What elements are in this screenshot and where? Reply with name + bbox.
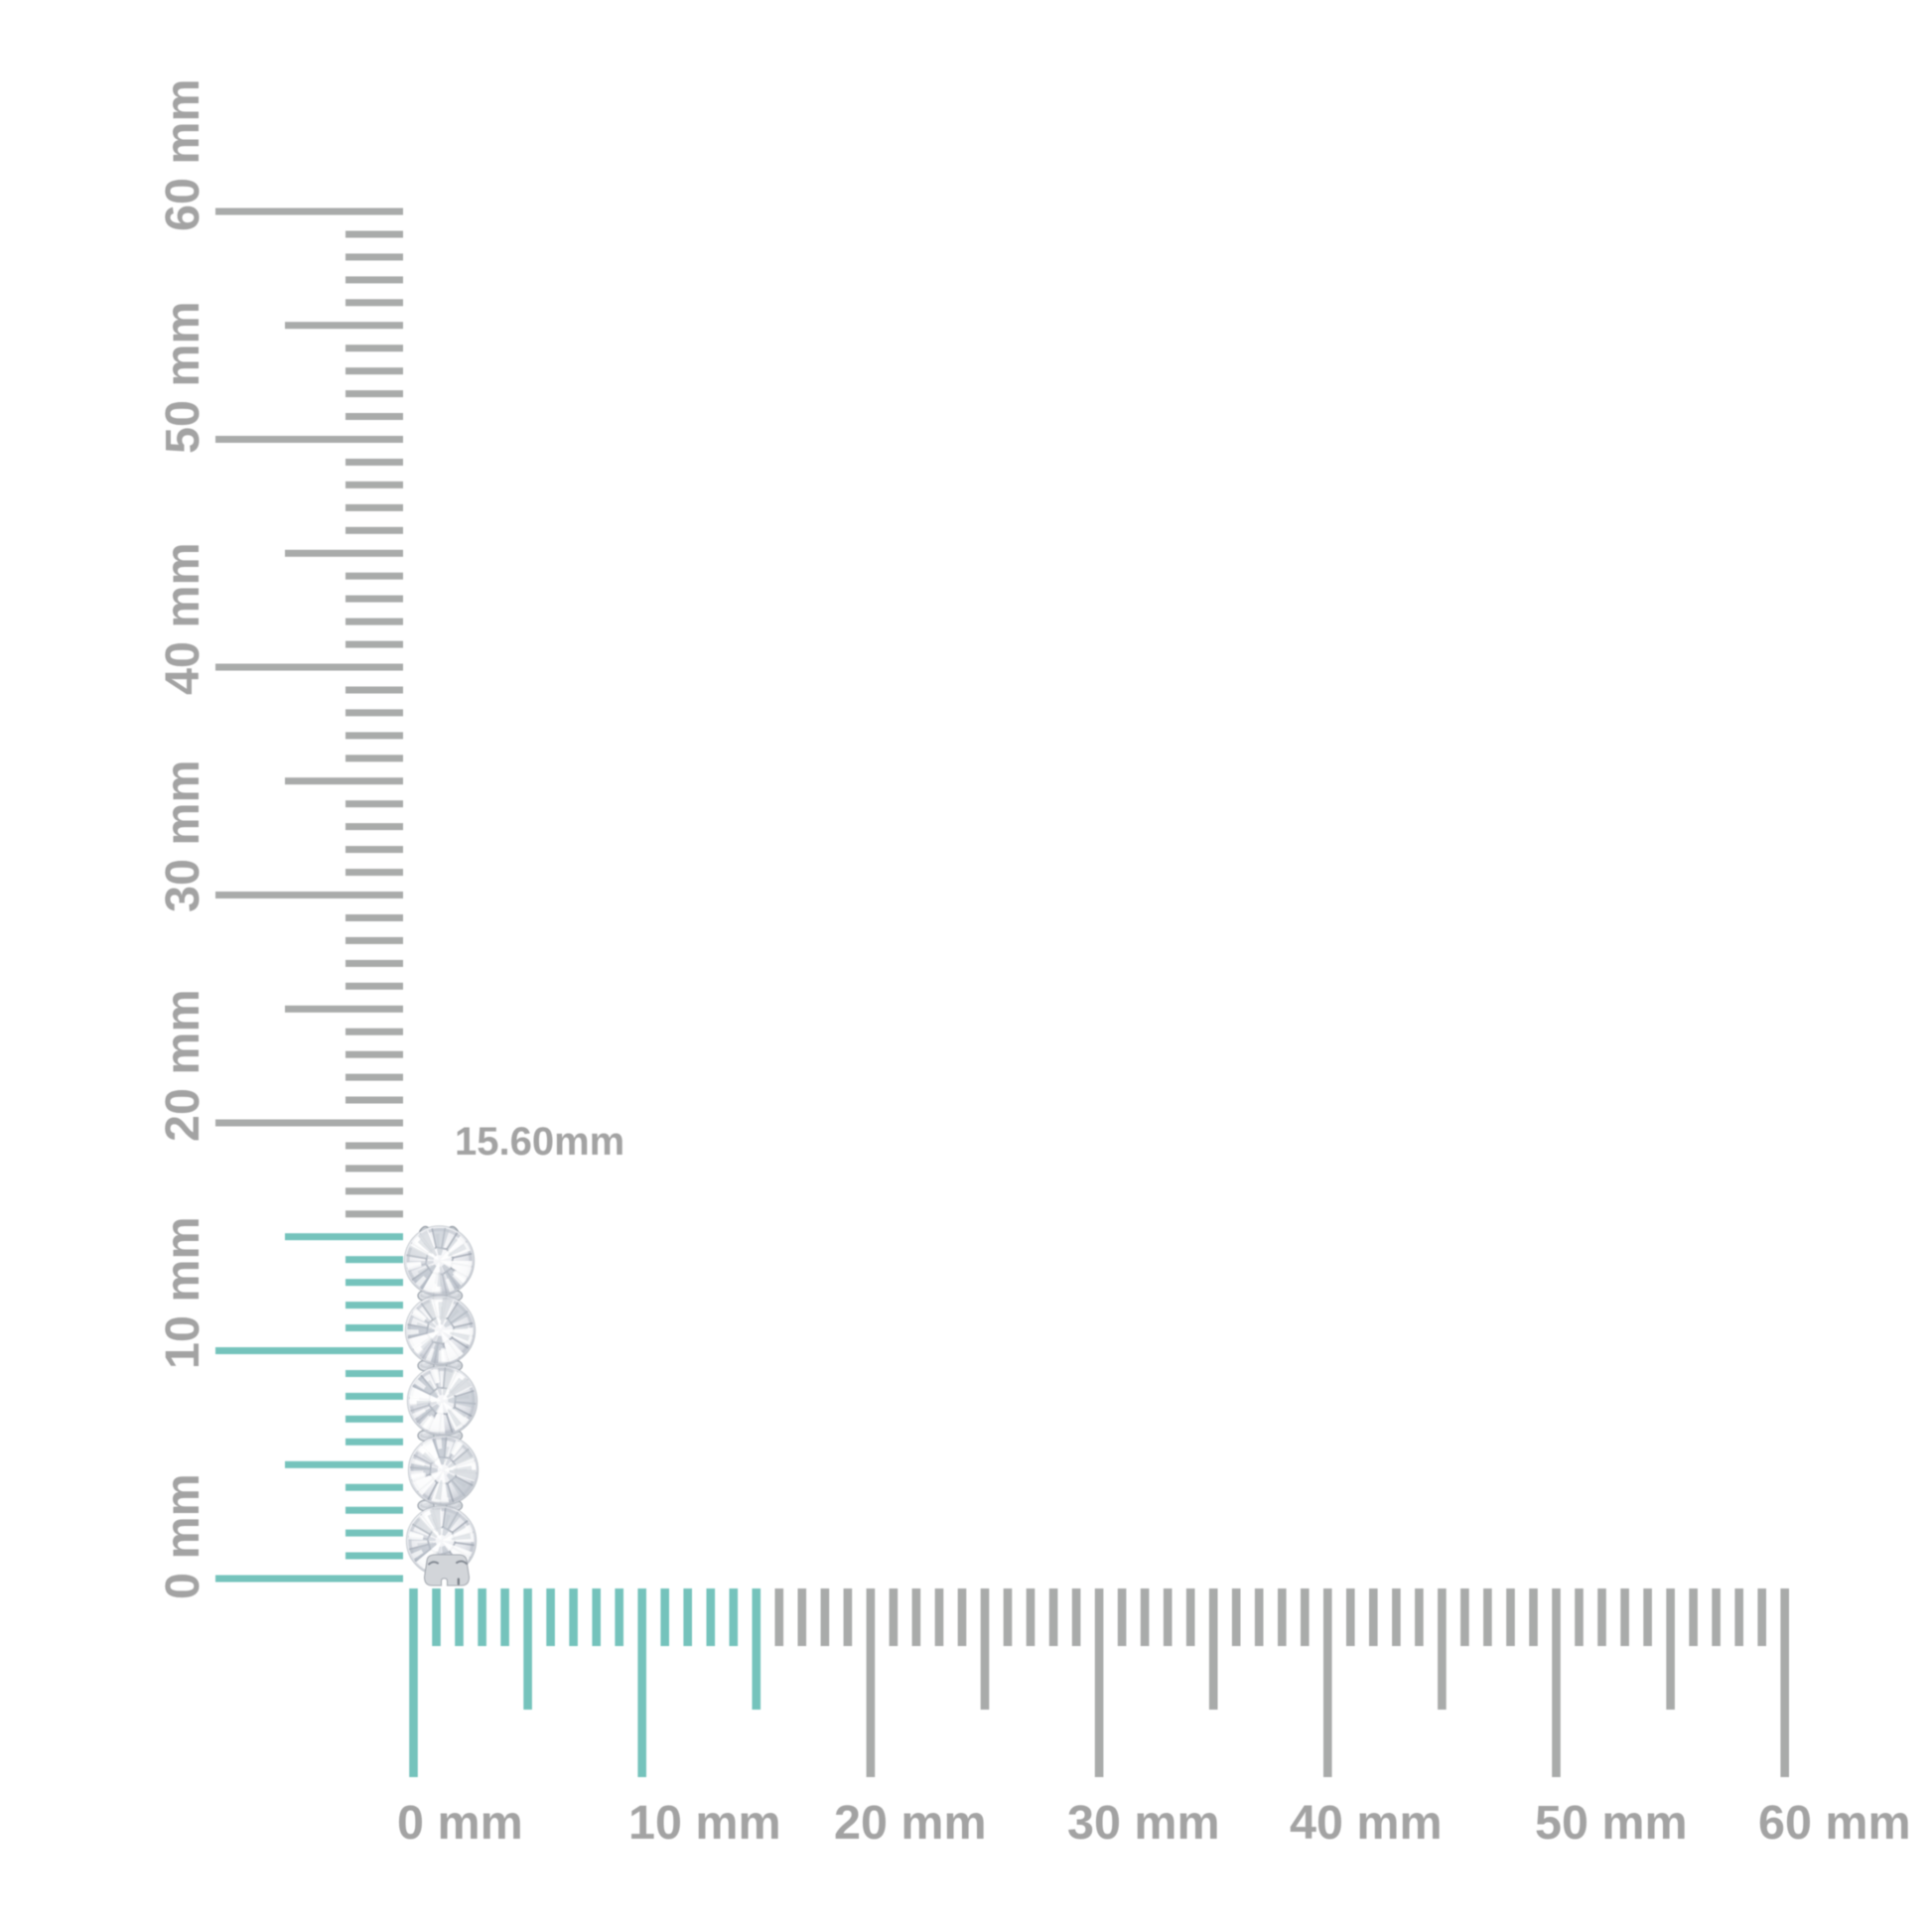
- svg-text:15.60mm: 15.60mm: [455, 1120, 624, 1164]
- svg-text:10 mm: 10 mm: [156, 1216, 209, 1369]
- svg-text:50 mm: 50 mm: [156, 301, 209, 454]
- svg-text:10 mm: 10 mm: [628, 1796, 781, 1850]
- svg-text:60 mm: 60 mm: [156, 78, 209, 231]
- svg-text:0 mm: 0 mm: [397, 1796, 523, 1850]
- svg-text:40 mm: 40 mm: [156, 542, 209, 695]
- svg-text:0 mm: 0 mm: [156, 1473, 209, 1599]
- svg-text:30 mm: 30 mm: [1067, 1796, 1220, 1850]
- svg-text:20 mm: 20 mm: [834, 1796, 987, 1850]
- svg-text:30 mm: 30 mm: [156, 759, 209, 912]
- svg-text:60 mm: 60 mm: [1758, 1796, 1911, 1850]
- svg-text:20 mm: 20 mm: [156, 989, 209, 1142]
- svg-text:40 mm: 40 mm: [1290, 1796, 1443, 1850]
- svg-text:50 mm: 50 mm: [1535, 1796, 1688, 1850]
